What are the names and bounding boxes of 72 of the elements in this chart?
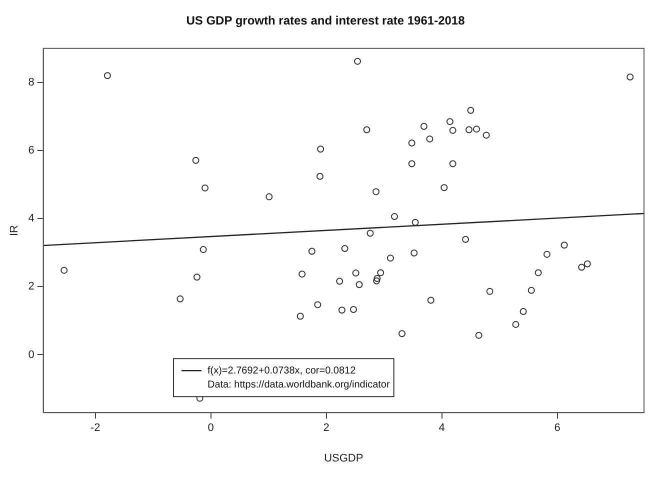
point [440,184,448,192]
point [420,122,428,130]
y-tick-label: 6 [28,144,34,157]
point [462,236,470,243]
point [338,306,346,314]
point [410,249,418,256]
point [200,246,207,254]
x-axis-title: USGDP [324,452,364,464]
point [377,269,384,276]
point [363,126,370,134]
point [341,245,348,252]
point [475,332,482,339]
point [512,320,520,328]
point [578,264,586,271]
point [372,188,380,196]
x-tick-label: 0 [208,422,214,434]
point [543,250,550,258]
x-tick-label: 6 [554,422,560,434]
y-tick-label: 4 [28,212,34,225]
point [534,269,542,276]
point [354,58,362,65]
point [426,135,434,142]
y-tick-label: 0 [28,348,34,361]
point [486,288,494,295]
point [386,254,394,262]
point [390,213,398,220]
annotation: Data: https://data.worldbank.org/indicator [207,379,390,390]
point [316,172,324,180]
point [465,126,472,134]
point [449,126,456,134]
point [473,126,480,133]
point [408,140,416,147]
point [398,330,406,338]
point [482,132,490,139]
point [626,73,634,80]
x-tick-label: 2 [323,422,330,434]
point [298,270,306,278]
point [336,278,344,285]
point [446,118,454,126]
y-tick-label: 2 [28,280,34,293]
point [412,218,419,226]
y-tick-label: 8 [28,76,34,88]
point [314,301,322,308]
point [374,274,381,282]
point [560,242,568,249]
point [192,156,200,164]
point [60,266,68,274]
point [296,312,304,320]
point [202,184,209,192]
point [266,193,273,200]
point [176,295,184,302]
x-tick-label: 4 [438,422,445,434]
point [528,286,535,294]
point [308,248,316,255]
point [317,146,324,153]
point [520,308,527,316]
y-axis-title: IR [8,224,21,236]
point [366,230,374,237]
legend-label: f(x)=2.7692+0.0738x, cor=0.0812 [207,365,356,376]
point [449,160,456,168]
point [350,306,357,313]
chart-title: US GDP growth rates and interest rate 1961-2018 [186,14,466,28]
point [408,160,416,168]
point [193,274,200,281]
point [373,277,380,284]
point [352,270,360,277]
x-tick-label: -2 [90,422,100,434]
point [104,72,111,80]
point [356,281,363,288]
point [427,296,434,304]
point [467,106,474,114]
point [584,260,591,268]
